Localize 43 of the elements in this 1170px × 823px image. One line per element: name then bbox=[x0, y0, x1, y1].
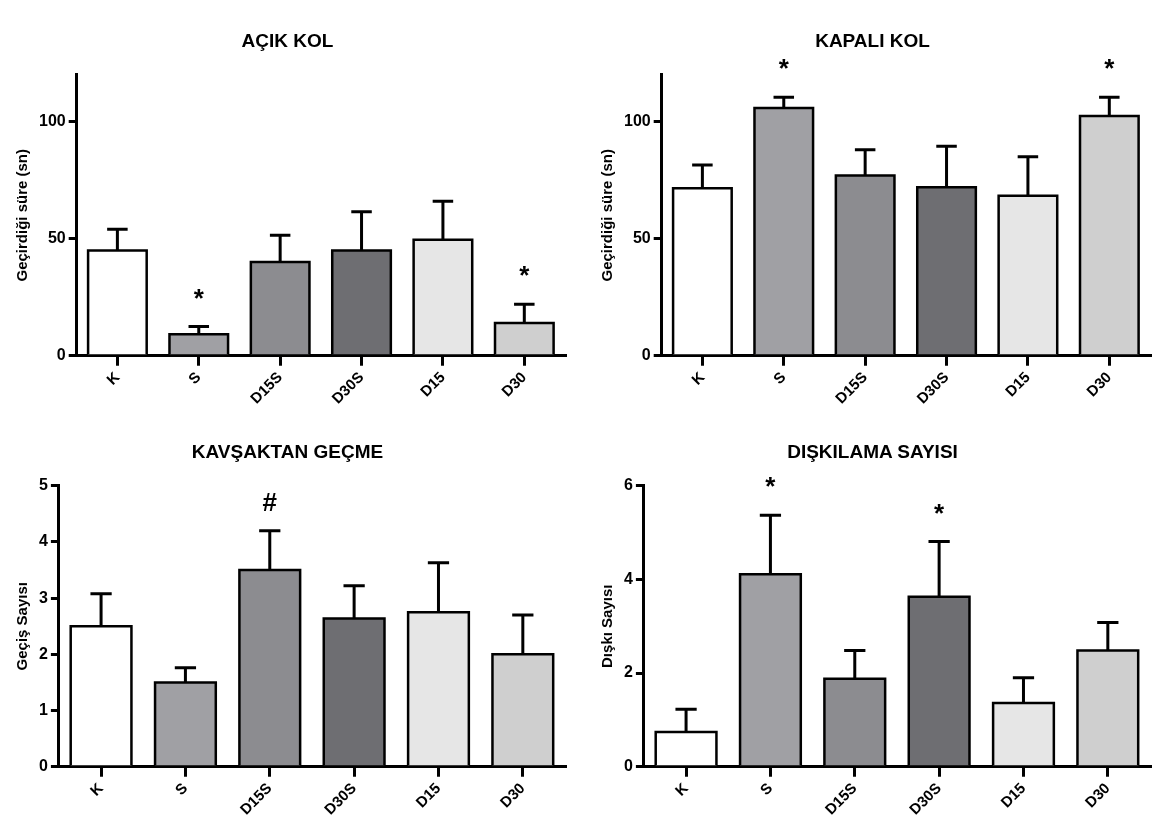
y-tick-label: 0 bbox=[641, 346, 651, 364]
x-tick-label: D30 bbox=[1082, 368, 1115, 400]
y-tick-label: 50 bbox=[47, 229, 66, 247]
chart-title: AÇIK KOL bbox=[241, 29, 334, 51]
chart-title: DIŞKILAMA SAYISI bbox=[787, 440, 958, 462]
annotation: * bbox=[1104, 53, 1116, 84]
y-tick-label: 100 bbox=[38, 112, 66, 130]
y-tick-label: 4 bbox=[623, 569, 633, 587]
annotation: * bbox=[934, 497, 946, 528]
y-tick-label: 100 bbox=[623, 112, 651, 130]
y-axis-title: Geçiş Sayısı bbox=[13, 582, 31, 671]
chart-title: KAVŞAKTAN GEÇME bbox=[191, 440, 384, 462]
y-axis-title: Geçirdiği süre (sn) bbox=[13, 149, 31, 282]
y-tick-label: 5 bbox=[38, 476, 48, 494]
y-axis-title: Dışkı Sayısı bbox=[598, 584, 616, 668]
annotation: # bbox=[262, 486, 278, 517]
y-tick-label: 50 bbox=[632, 229, 651, 247]
x-tick-label: D30 bbox=[497, 368, 530, 400]
y-tick-label: 1 bbox=[38, 700, 48, 718]
x-tick-label: K bbox=[687, 368, 708, 388]
y-axis-title: Geçirdiği süre (sn) bbox=[598, 149, 616, 282]
y-tick-label: 0 bbox=[38, 757, 48, 775]
y-tick-label: 4 bbox=[38, 532, 48, 550]
y-tick-label: 0 bbox=[56, 346, 66, 364]
y-tick-label: 2 bbox=[623, 663, 633, 681]
x-tick-label: S bbox=[184, 368, 204, 388]
annotation: * bbox=[519, 260, 531, 291]
x-tick-label: S bbox=[171, 779, 191, 799]
annotation: * bbox=[193, 282, 205, 313]
annotation: * bbox=[778, 53, 790, 84]
x-tick-label: S bbox=[769, 368, 789, 388]
x-tick-label: D30 bbox=[1081, 779, 1113, 811]
annotation: * bbox=[765, 471, 777, 502]
y-tick-label: 3 bbox=[38, 588, 48, 606]
x-tick-label: K bbox=[671, 779, 692, 799]
y-tick-label: 2 bbox=[38, 644, 48, 662]
chart-title: KAPALI KOL bbox=[815, 29, 931, 51]
x-tick-label: D30 bbox=[496, 779, 528, 811]
y-tick-label: 6 bbox=[623, 476, 633, 494]
y-tick-label: 0 bbox=[623, 757, 633, 775]
x-tick-label: K bbox=[102, 368, 123, 388]
x-tick-label: S bbox=[756, 779, 776, 799]
x-tick-label: K bbox=[86, 779, 107, 799]
